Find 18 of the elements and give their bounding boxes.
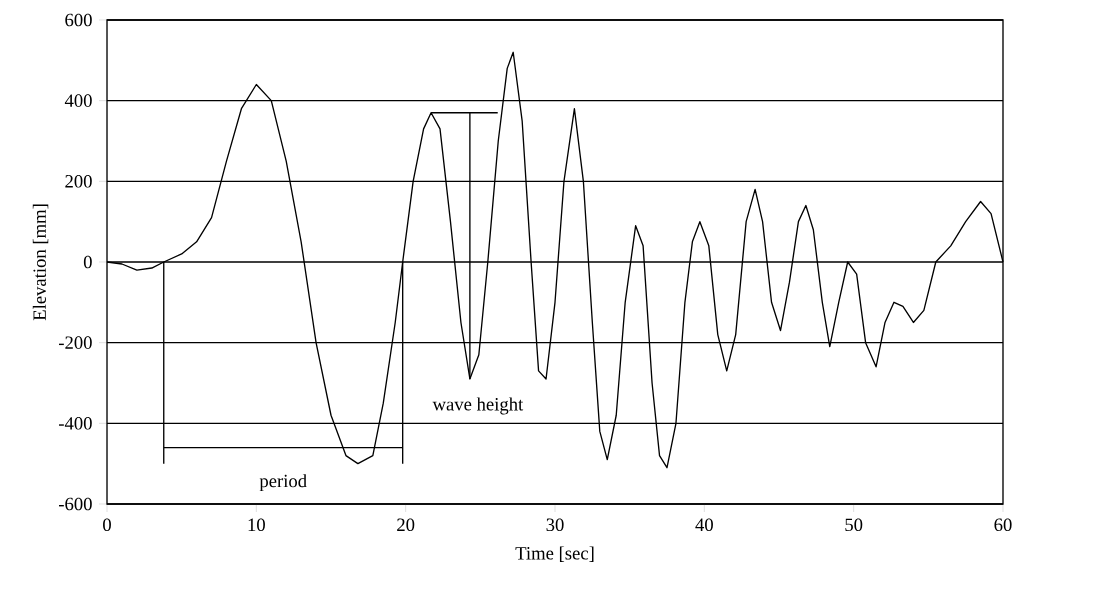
x-axis-title: Time [sec] <box>515 546 594 562</box>
y-tick-label: -200 <box>58 336 92 349</box>
x-tick-label: 0 <box>103 518 111 532</box>
x-tick-label: 20 <box>397 518 415 532</box>
y-tick-label: 0 <box>83 255 92 269</box>
x-tick-label: 30 <box>546 518 564 532</box>
y-tick-label: 600 <box>65 13 92 27</box>
x-tick-label: 60 <box>994 518 1012 532</box>
annotation: period <box>259 474 307 492</box>
annotation: wave height <box>432 397 524 415</box>
y-axis-title: Elevation [mm] <box>32 204 49 321</box>
y-tick-label: -600 <box>58 497 92 511</box>
x-tick-label: 10 <box>248 518 265 532</box>
x-tick-label: 40 <box>695 518 713 532</box>
y-tick-label: 200 <box>65 175 92 188</box>
x-tick-label: 50 <box>845 518 863 532</box>
y-tick-label: -400 <box>58 417 92 430</box>
y-tick-label: 400 <box>64 94 92 107</box>
